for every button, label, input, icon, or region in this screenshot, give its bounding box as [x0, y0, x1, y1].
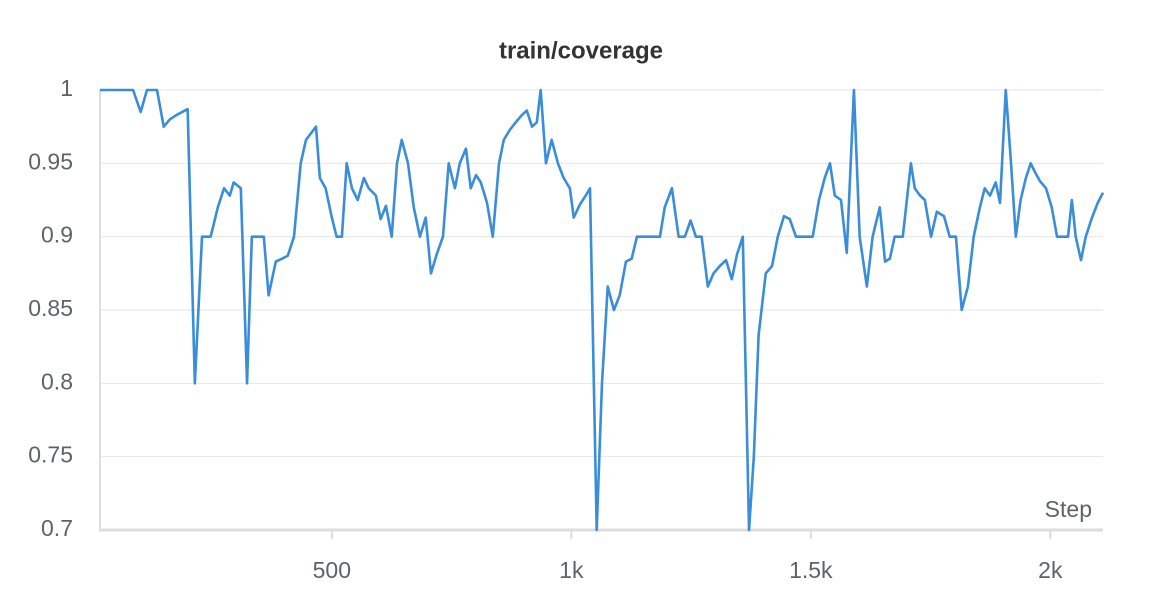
y-tick-label: 0.85: [28, 295, 73, 321]
y-tick-label: 0.75: [28, 442, 73, 468]
chart-title: train/coverage: [499, 37, 663, 64]
y-tick-label: 0.8: [41, 368, 73, 394]
x-tick-label: 500: [313, 557, 351, 583]
y-tick-label: 0.7: [41, 515, 73, 541]
y-tick-label: 1: [60, 75, 73, 101]
x-tick-label: 2k: [1038, 557, 1063, 583]
axes: [99, 90, 1103, 539]
x-tick-label: 1k: [559, 557, 584, 583]
x-tick-labels: 500 1k 1.5k 2k: [313, 557, 1063, 583]
data-line: [100, 88, 1104, 532]
plot-area: [100, 88, 1104, 532]
y-tick-label: 0.9: [41, 222, 73, 248]
y-tick-label: 0.95: [28, 148, 73, 174]
x-axis-label: Step: [1045, 496, 1092, 522]
y-tick-labels: 0.7 0.75 0.8 0.85 0.9 0.95 1: [28, 75, 73, 541]
x-tick-label: 1.5k: [789, 557, 833, 583]
